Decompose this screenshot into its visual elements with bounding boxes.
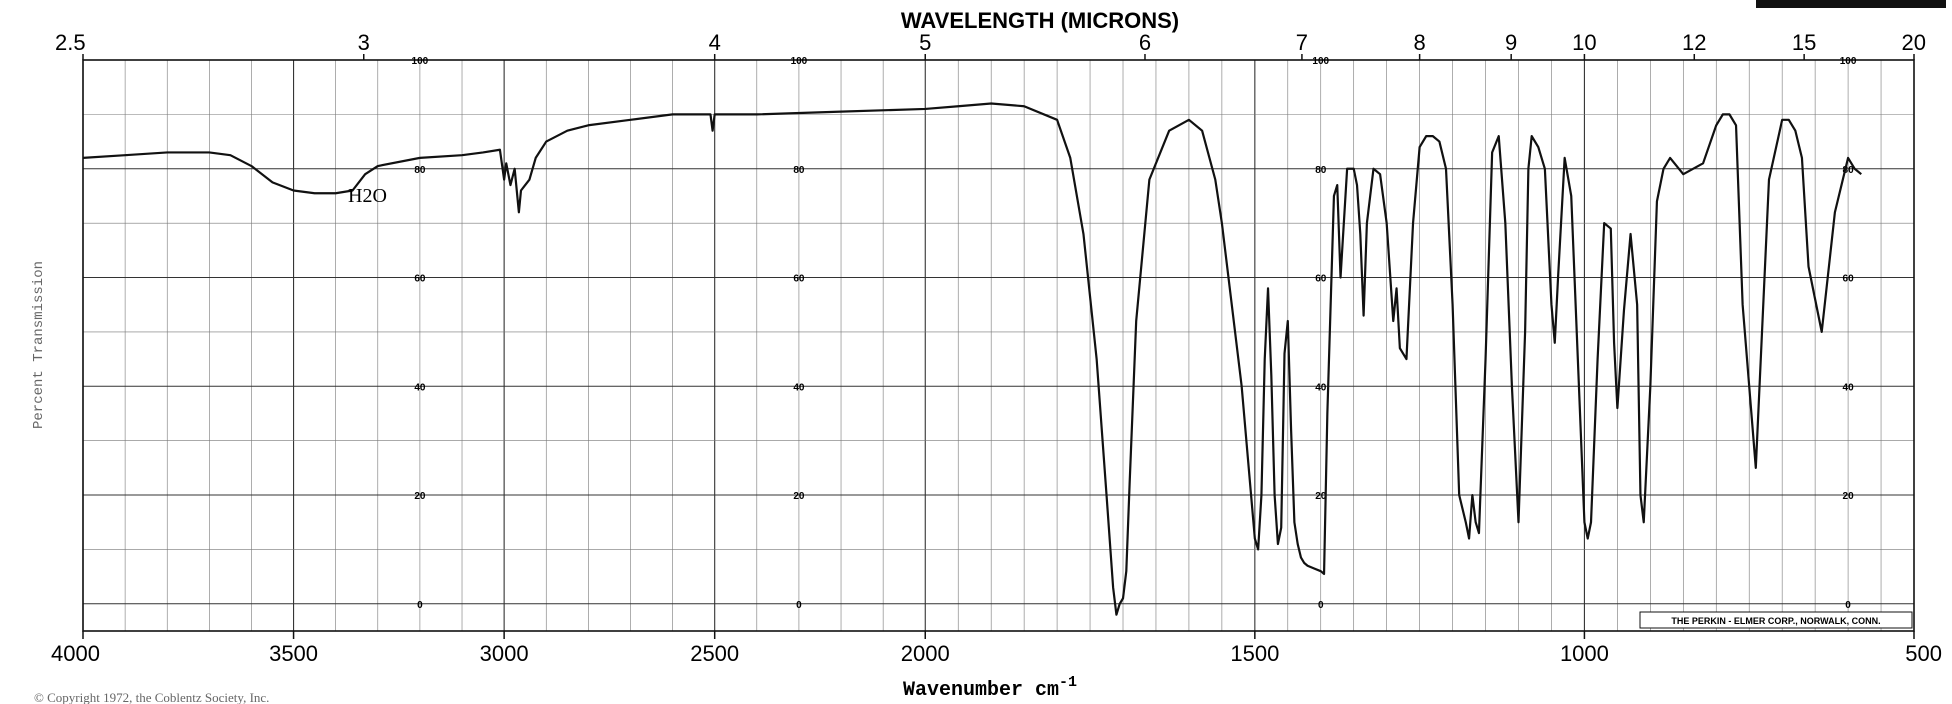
top-tick-label: 8 [1414,30,1426,55]
x-tick-label: 3000 [480,641,529,666]
inner-tick-label: 60 [793,274,805,285]
inner-tick-label: 40 [793,382,805,393]
inner-tick-label: 20 [793,491,805,502]
top-tick-label: 7 [1296,30,1308,55]
maker-label-box [1639,611,1913,629]
top-tick-label: 5 [919,30,931,55]
h2o-annotation: H2O [348,185,387,207]
top-tick-label: 15 [1792,30,1816,55]
x-tick-label: 2000 [901,641,950,666]
maker-label: THE PERKIN - ELMER CORP., NORWALK, CONN. [1671,616,1880,626]
x-axis-label-text: Wavenumber cm [903,679,1059,702]
x-tick-label: 4000 [51,641,100,666]
inner-tick-label: 60 [1315,274,1327,285]
inner-tick-label: 100 [791,56,808,67]
inner-tick-label: 40 [1315,382,1327,393]
inner-tick-label: 0 [1318,600,1324,611]
x-tick-label: 3500 [269,641,318,666]
inner-tick-label: 0 [796,600,802,611]
inner-tick-label: 40 [1843,382,1855,393]
corner-bar [1756,0,1946,8]
spectrum-line [82,102,1862,616]
inner-tick-label: 80 [1315,165,1327,176]
y-axis-label: Percent Transmission [31,261,47,429]
inner-tick-label: 0 [1845,600,1851,611]
chart-title: WAVELENGTH (MICRONS) [901,8,1179,33]
x-tick-label: 2500 [690,641,739,666]
top-tick-label: 12 [1682,30,1706,55]
top-tick-label: 4 [709,30,721,55]
top-tick-label: 10 [1572,30,1596,55]
grid [82,59,1914,631]
inner-transmission-ticks: 100 80 60 40 20 0 100 80 60 40 20 0 100 80 60 40 20 0 100 8… [412,56,1857,611]
top-tick-label: 2.5 [55,30,86,55]
top-tick-label: 9 [1505,30,1517,55]
top-tick-label: 3 [358,30,370,55]
inner-tick-label: 20 [1315,491,1327,502]
inner-tick-label: 60 [1843,274,1855,285]
inner-tick-label: 100 [412,56,429,67]
copyright-footer: © Copyright 1972, the Coblentz Society, … [34,690,269,704]
x-axis-label-superscript: -1 [1059,674,1077,691]
inner-tick-label: 20 [414,491,426,502]
inner-tick-label: 80 [1843,165,1855,176]
x-tick-label: 1500 [1230,641,1279,666]
inner-tick-label: 80 [793,165,805,176]
top-tick-label: 6 [1139,30,1151,55]
inner-tick-label: 40 [414,382,426,393]
x-tick-label: 1000 [1560,641,1609,666]
inner-tick-label: 60 [414,274,426,285]
x-axis-label: Wavenumber cm-1 [903,674,1077,702]
inner-tick-label: 100 [1312,56,1329,67]
inner-tick-label: 20 [1843,491,1855,502]
inner-tick-label: 80 [414,165,426,176]
inner-tick-label: 0 [417,600,423,611]
inner-tick-label: 100 [1840,56,1857,67]
top-tick-label: 20 [1902,30,1926,55]
x-tick-label: 500 [1905,641,1942,666]
plot-frame [82,59,1915,632]
